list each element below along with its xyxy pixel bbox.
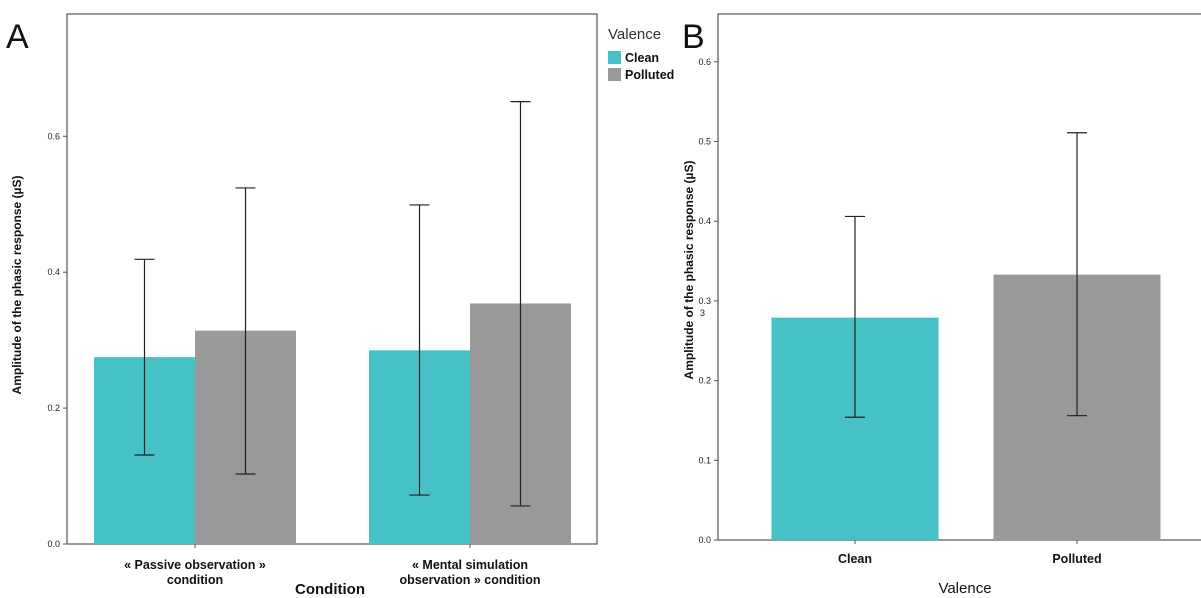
panel-b-y-ticks: 0.0 0.1 0.2 0.3 3 0.4 0.5 0.6 <box>698 57 718 545</box>
panel-a-category-label-0-line-1: condition <box>167 573 223 587</box>
panel-a-error-bar-polluted-0 <box>235 187 256 475</box>
panel-b-letter: B <box>682 18 705 56</box>
panel-a-category-labels: « Passive observation »condition « Mental… <box>124 544 541 587</box>
panel-a-plot-frame <box>66 13 598 545</box>
panel-a-y-tick-label-3: 0.6 <box>47 131 60 141</box>
panel-a-letter: A <box>6 18 29 56</box>
legend-swatch-clean <box>608 51 621 64</box>
panel-b-category-label-clean: Clean <box>838 552 872 566</box>
panel-a-category-label-0-line-0: « Passive observation » <box>124 558 266 572</box>
panel-b-y-tick-note: 3 <box>700 308 705 318</box>
panel-b-x-axis-label: Valence <box>938 580 991 597</box>
panel-b-y-tick-label-5: 0.5 <box>698 137 711 147</box>
panel-b-bars <box>771 274 1161 540</box>
panel-a-error-bars <box>134 101 531 507</box>
panel-b-y-tick-label-2: 0.2 <box>698 376 711 386</box>
panel-b-y-tick-label-4: 0.4 <box>698 216 711 226</box>
panel-a-bars <box>94 303 571 544</box>
panel-a-error-bar-clean-0 <box>134 258 155 456</box>
panel-a-y-tick-label-1: 0.2 <box>47 403 60 413</box>
legend-label-clean: Clean <box>625 51 659 65</box>
panel-b-error-bar-clean <box>845 215 865 418</box>
legend-swatch-polluted <box>608 68 621 81</box>
panel-b-y-tick-label-0: 0.0 <box>698 535 711 545</box>
panel-b-y-axis-label: Amplitude of the phasic response (µS) <box>682 161 696 380</box>
panel-a-y-ticks: 0.0 0.2 0.4 0.6 <box>47 131 67 549</box>
panel-a-y-axis-label: Amplitude of the phasic response (µS) <box>10 176 24 395</box>
legend-label-polluted: Polluted <box>625 68 674 82</box>
panel-b-y-tick-label-3: 0.3 <box>698 296 711 306</box>
panel-a-y-tick-label-0: 0.0 <box>47 539 60 549</box>
panel-a-x-axis-label: Condition <box>295 581 365 598</box>
panel-b-category-labels: Clean Polluted <box>838 540 1102 566</box>
panel-b-y-tick-label-1: 0.1 <box>698 455 711 465</box>
panel-a-error-bar-clean-1 <box>409 204 430 496</box>
panel-a-category-label-1-line-0: « Mental simulation <box>412 558 528 572</box>
legend-title: Valence <box>608 26 661 43</box>
panel-a-category-label-1-line-1: observation » condition <box>400 573 541 587</box>
legend: Valence Clean Polluted <box>608 26 674 82</box>
panel-b-y-tick-label-6: 0.6 <box>698 57 711 67</box>
panel-a-chart: A 0.0 0.2 0.4 0.6 « Passive observation »co… <box>6 13 674 598</box>
panel-a-error-bar-polluted-1 <box>510 101 531 507</box>
panel-b-category-label-polluted: Polluted <box>1052 552 1101 566</box>
panel-b-chart: B 0.0 0.1 0.2 0.3 3 0.4 0.5 0.6 Clean Polluted A… <box>682 13 1201 597</box>
panel-b-error-bar-polluted <box>1067 132 1087 417</box>
panel-b-plot-frame <box>717 13 1201 541</box>
panel-a-y-tick-label-2: 0.4 <box>47 267 60 277</box>
panel-b-error-bars <box>845 132 1087 418</box>
